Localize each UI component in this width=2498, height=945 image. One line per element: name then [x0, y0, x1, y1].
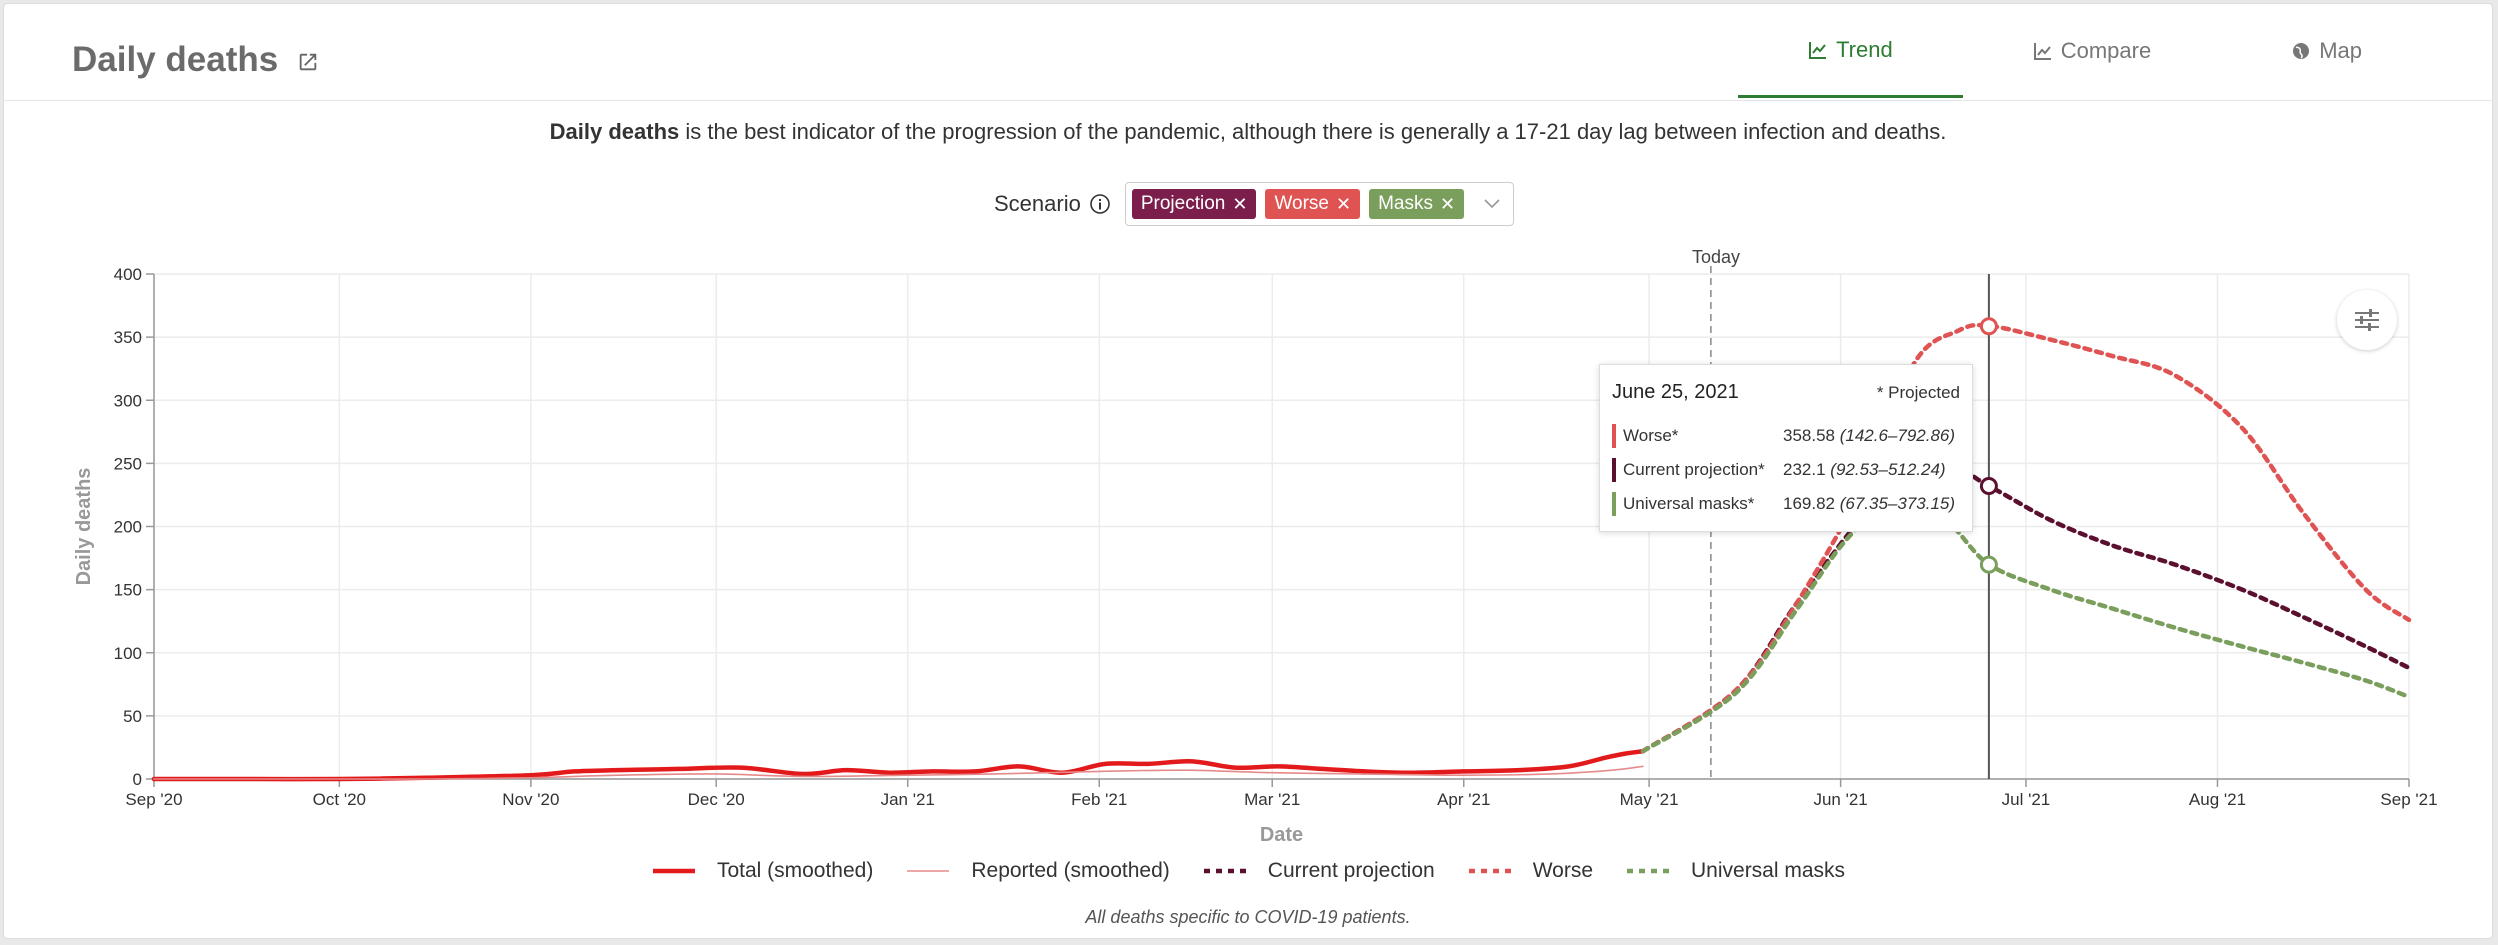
x-tick-label: Jan '21 — [881, 790, 935, 809]
scenario-label: Scenario — [994, 191, 1081, 216]
x-tick-label: May '21 — [1620, 790, 1679, 809]
y-tick-label: 100 — [114, 644, 142, 663]
tooltip-row: Current projection* 232.1 (92.53–512.24) — [1612, 456, 1946, 484]
legend-item[interactable]: Worse — [1467, 859, 1593, 883]
y-axis-label: Daily deaths — [73, 468, 95, 586]
x-tick-label: Sep '20 — [125, 790, 182, 809]
tooltip-series-name: Worse* — [1623, 426, 1679, 445]
tab-map[interactable]: Map — [2221, 4, 2432, 98]
series-line-reported-smoothed — [153, 765, 1644, 780]
tooltip-row: Universal masks* 169.82 (67.35–373.15) — [1612, 490, 1955, 518]
chip-label: Worse — [1274, 193, 1329, 214]
x-tick-label: Apr '21 — [1437, 790, 1490, 809]
y-tick-label: 250 — [114, 454, 142, 473]
chip-label: Masks — [1378, 193, 1433, 214]
series-color-swatch — [1612, 458, 1616, 482]
external-link-icon[interactable] — [297, 51, 319, 73]
legend-swatch — [1468, 868, 1511, 874]
chevron-down-icon[interactable] — [1483, 198, 1501, 210]
tooltip-series-name: Current projection* — [1623, 460, 1765, 479]
x-tick-label: Nov '20 — [502, 790, 559, 809]
x-tick-label: Aug '21 — [2189, 790, 2246, 809]
y-tick-label: 200 — [114, 518, 142, 537]
chip-masks[interactable]: Masks ✕ — [1369, 189, 1465, 219]
hover-point-marker — [1979, 555, 1998, 574]
legend-swatch — [1627, 868, 1669, 874]
chip-label: Projection — [1140, 193, 1226, 214]
legend-swatch — [652, 868, 695, 874]
tooltip-row: Worse* 358.58 (142.6–792.86) — [1612, 422, 1955, 450]
x-tick-label: Jun '21 — [1813, 790, 1867, 809]
chart-settings-button[interactable] — [2337, 290, 2397, 350]
legend-item[interactable]: Universal masks — [1625, 859, 1845, 883]
tooltip-value: 169.82 (67.35–373.15) — [1783, 494, 1956, 513]
hover-tooltip: June 25, 2021 * Projected Worse* 358.58 … — [1599, 364, 1973, 532]
y-tick-label: 0 — [133, 770, 142, 789]
legend-label: Reported (smoothed) — [971, 859, 1170, 882]
description-text: is the best indicator of the progression… — [679, 119, 1947, 144]
scenario-selector-row: Scenario Projection ✕ Worse ✕ Masks ✕ — [994, 182, 1515, 226]
x-tick-label: Jul '21 — [2002, 790, 2051, 809]
series-color-swatch — [1612, 424, 1616, 448]
line-chart-icon — [1809, 41, 1827, 59]
legend-label: Current projection — [1267, 859, 1435, 882]
legend-item[interactable]: Total (smoothed) — [651, 859, 873, 883]
page-title: Daily deaths — [72, 40, 279, 79]
tab-trend[interactable]: Trend — [1738, 4, 1963, 98]
series-color-swatch — [1612, 492, 1616, 516]
legend-item[interactable]: Reported (smoothed) — [905, 859, 1170, 883]
chip-projection[interactable]: Projection ✕ — [1131, 189, 1257, 219]
y-tick-label: 300 — [114, 391, 142, 410]
x-tick-label: Mar '21 — [1244, 790, 1300, 809]
scenario-multiselect[interactable]: Projection ✕ Worse ✕ Masks ✕ — [1124, 182, 1515, 226]
legend-swatch — [1203, 868, 1246, 874]
tab-compare[interactable]: Compare — [1963, 4, 2221, 98]
x-tick-label: Feb '21 — [1071, 790, 1127, 809]
y-tick-label: 350 — [114, 328, 142, 347]
chart-legend: Total (smoothed) Reported (smoothed) Curre… — [4, 859, 2492, 883]
tooltip-date: June 25, 2021 — [1612, 381, 1739, 403]
sliders-icon — [2355, 309, 2379, 331]
chip-worse[interactable]: Worse ✕ — [1265, 189, 1361, 219]
tab-trend-label: Trend — [1836, 36, 1893, 62]
tooltip-note: * Projected — [1876, 383, 1960, 402]
footnote: All deaths specific to COVID-19 patients… — [1085, 907, 1411, 927]
legend-item[interactable]: Current projection — [1202, 859, 1435, 883]
hover-point-marker — [1979, 476, 1998, 495]
tab-compare-label: Compare — [2060, 38, 2152, 63]
legend-label: Universal masks — [1691, 859, 1846, 882]
description-bold: Daily deaths — [549, 119, 680, 144]
y-tick-label: 50 — [123, 707, 142, 726]
y-tick-label: 150 — [114, 581, 142, 600]
legend-label: Total (smoothed) — [716, 859, 874, 882]
y-tick-label: 400 — [114, 265, 142, 284]
chart-card: Daily deaths Trend Compare Map Daily dea… — [3, 3, 2493, 939]
today-label: Today — [1692, 247, 1741, 267]
description: Daily deaths is the best indicator of th… — [4, 119, 2492, 145]
x-tick-label: Oct '20 — [313, 790, 366, 809]
area-chart-icon — [2033, 43, 2051, 60]
tab-map-label: Map — [2319, 38, 2362, 63]
globe-icon — [2293, 43, 2310, 59]
info-icon[interactable] — [1089, 193, 1111, 215]
card-header: Daily deaths Trend Compare Map — [4, 4, 2492, 101]
x-tick-label: Dec '20 — [688, 790, 745, 809]
close-icon[interactable]: ✕ — [1440, 193, 1456, 214]
x-axis-label: Date — [1260, 824, 1303, 846]
legend-swatch — [907, 870, 950, 872]
view-tabs: Trend Compare Map — [1738, 4, 2432, 100]
close-icon[interactable]: ✕ — [1232, 193, 1248, 214]
close-icon[interactable]: ✕ — [1336, 193, 1352, 214]
legend-label: Worse — [1532, 859, 1593, 882]
x-tick-label: Sep '21 — [2380, 790, 2437, 809]
tooltip-series-name: Universal masks* — [1623, 494, 1755, 513]
daily-deaths-chart[interactable]: 0 50 100 150 200 250 300 350 400 Sep '20 Oct '20 No… — [4, 4, 2494, 940]
hover-point-marker — [1979, 317, 1998, 336]
series-line-universal-masks — [1640, 496, 2412, 754]
tooltip-value: 232.1 (92.53–512.24) — [1783, 460, 1946, 479]
series-line-total-smoothed — [151, 748, 1646, 782]
tooltip-value: 358.58 (142.6–792.86) — [1783, 426, 1956, 445]
